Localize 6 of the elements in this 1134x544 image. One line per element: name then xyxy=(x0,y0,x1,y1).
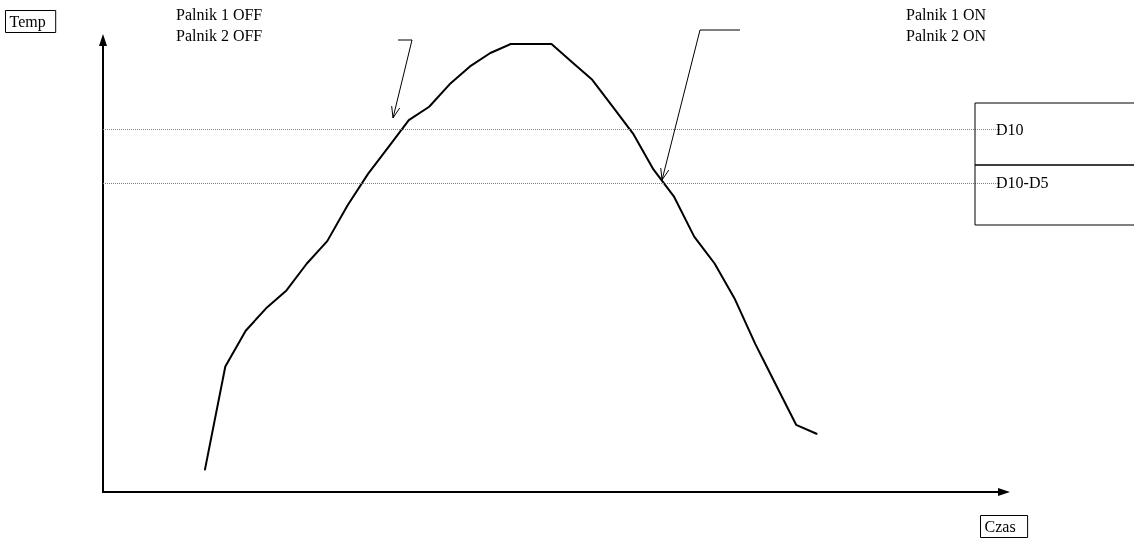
annotation: Palnik 1 OFF Palnik 2 OFF xyxy=(176,6,263,44)
y-axis-title: Temp xyxy=(9,13,46,31)
ref-line-label: D10-D5 xyxy=(996,174,1049,192)
annotation: Palnik 1 ON Palnik 2 ON xyxy=(906,6,987,44)
ref-line-label: D10 xyxy=(996,120,1024,138)
x-axis-title: Czas xyxy=(984,518,1016,535)
